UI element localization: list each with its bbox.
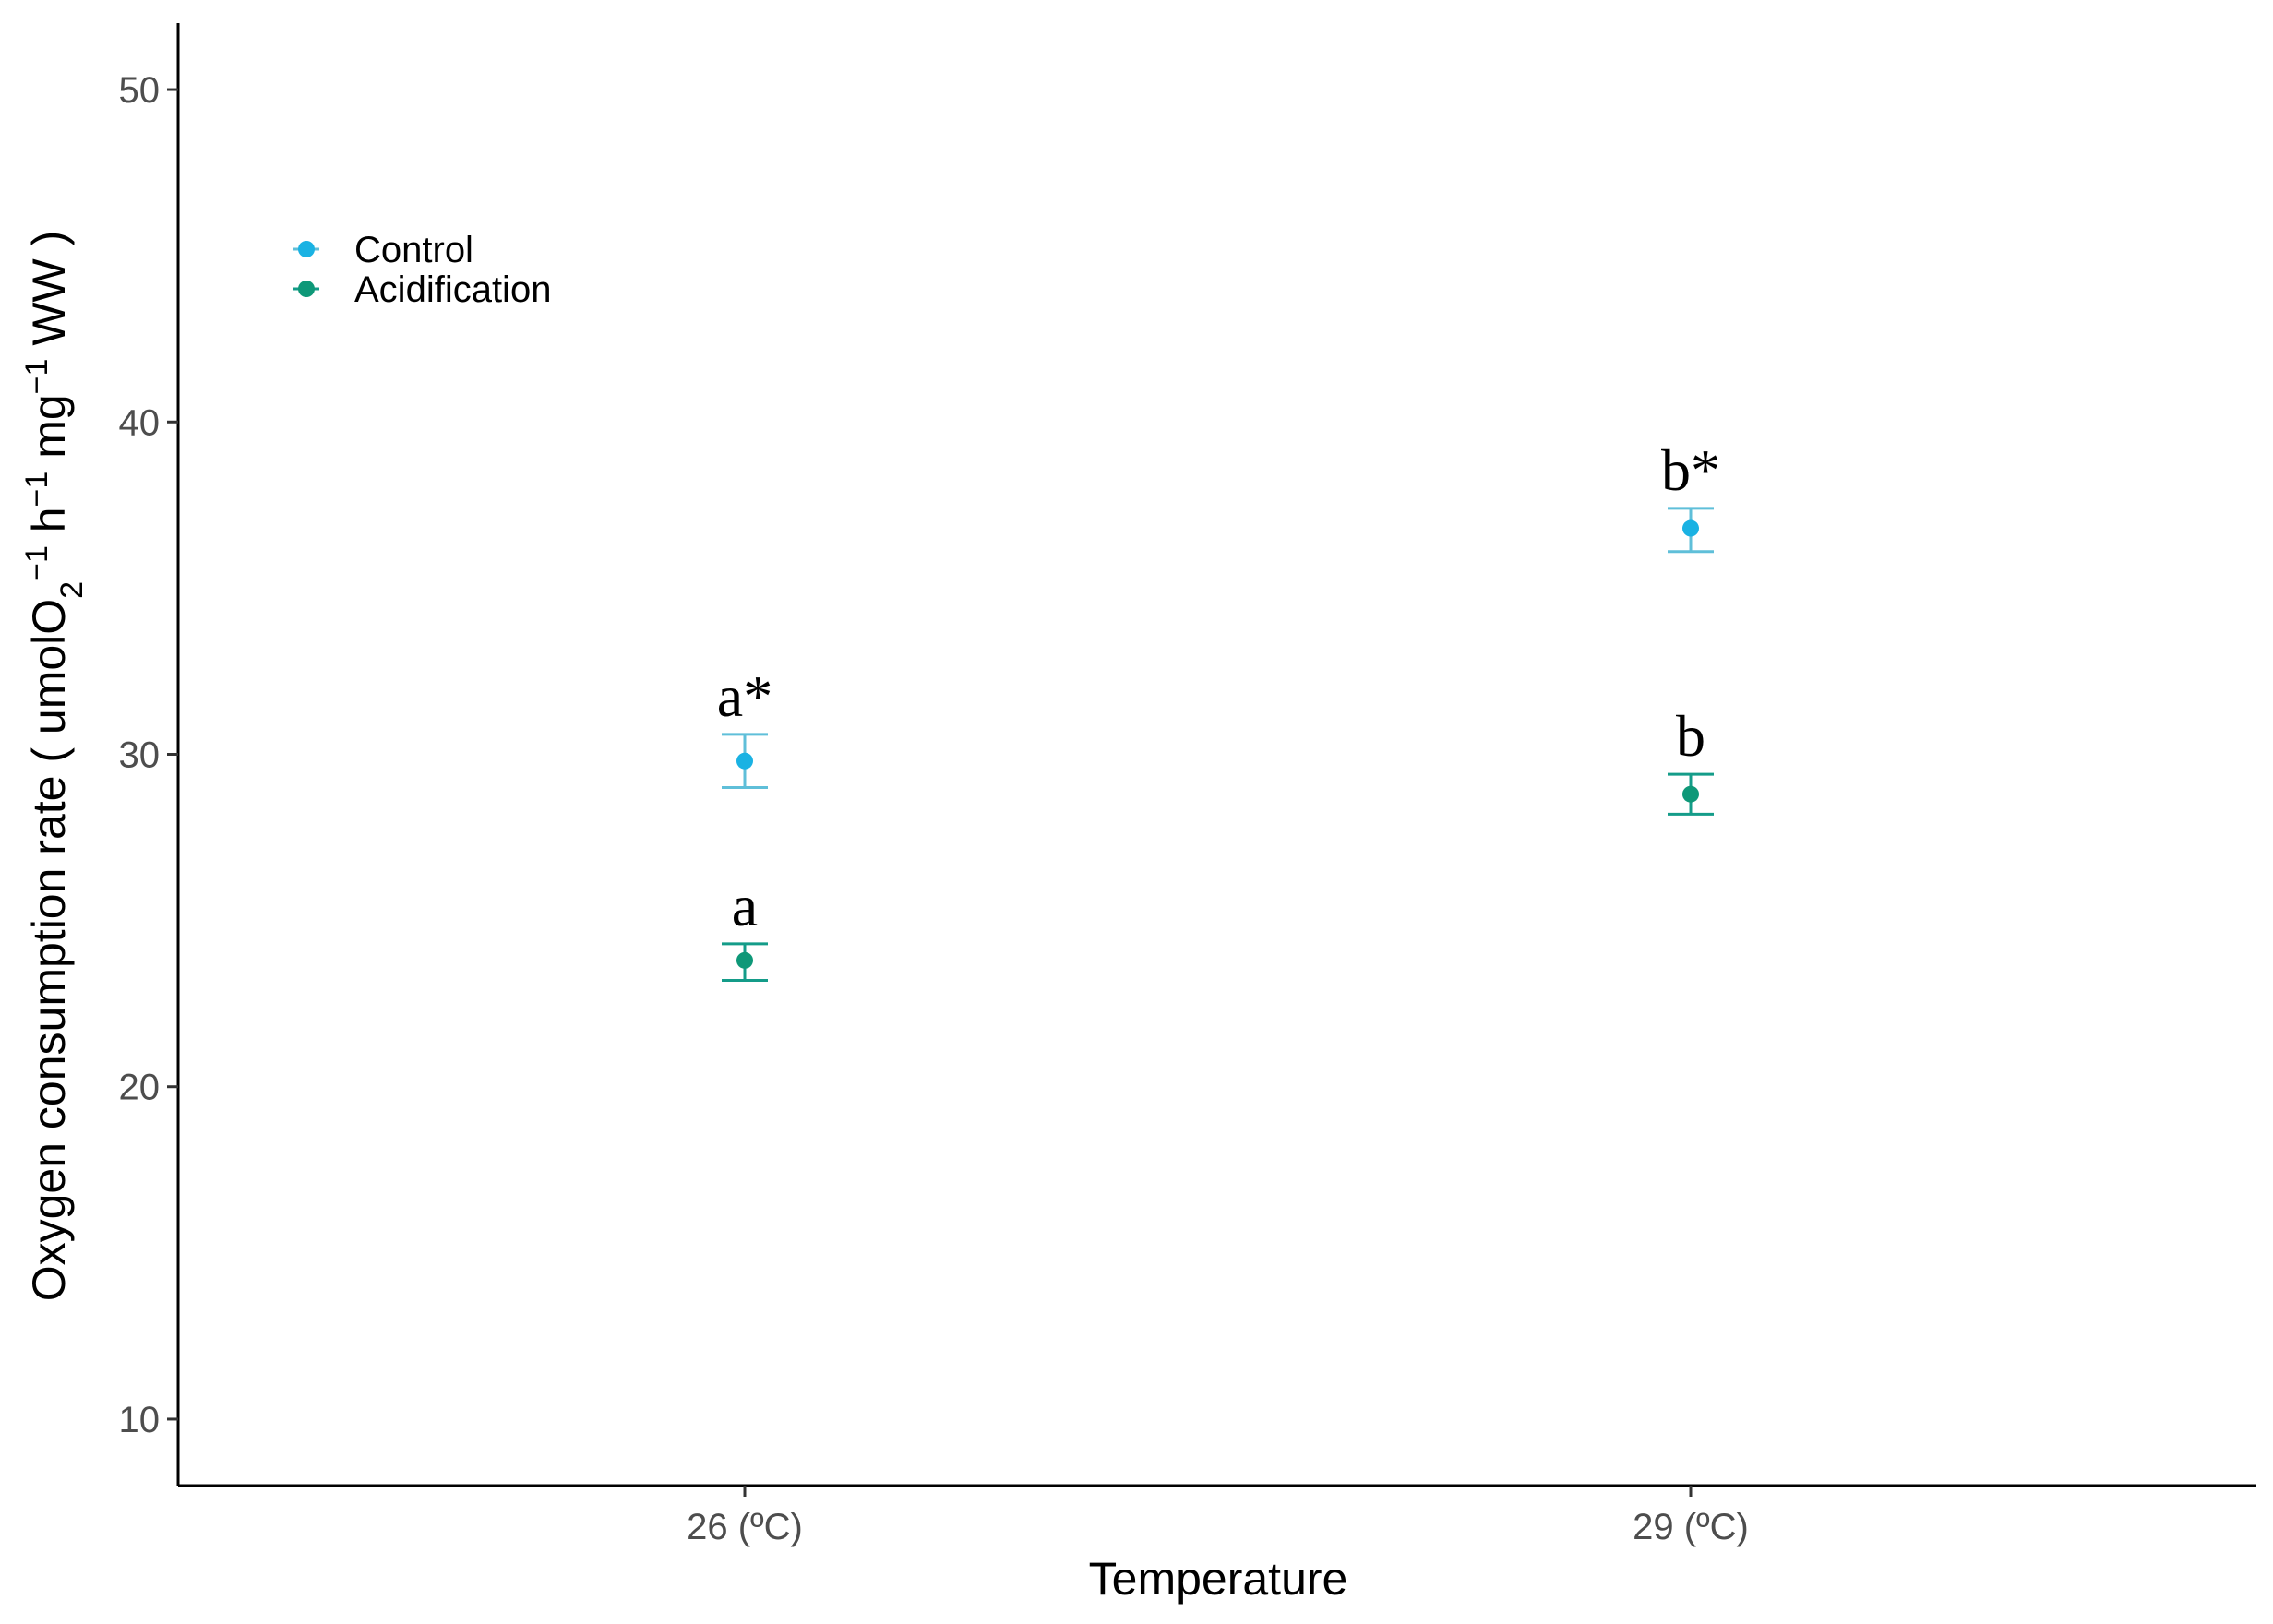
- y-axis-title-part: Oxygen consumption rate ( umolO: [23, 599, 75, 1301]
- x-axis-title: Temperature: [1089, 1553, 1348, 1605]
- x-ticks: 26 (ºC) 29 (ºC): [687, 1486, 1749, 1547]
- y-axis-title-superscript: −1: [19, 359, 54, 395]
- significance-label: a*: [717, 663, 772, 729]
- y-tick-label: 30: [119, 735, 161, 776]
- significance-label: b: [1676, 703, 1705, 769]
- y-tick-label: 20: [119, 1068, 161, 1108]
- series-control: a* b*: [717, 437, 1720, 790]
- y-axis-title-superscript: −1: [19, 545, 54, 581]
- legend-label: Acidification: [354, 269, 551, 310]
- y-tick-label: 40: [119, 402, 161, 443]
- data-point: [1682, 785, 1699, 803]
- y-axis-title-superscript: −1: [19, 472, 54, 508]
- series-acidification: ab: [722, 703, 1714, 982]
- x-tick-label: 29 (ºC): [1633, 1507, 1749, 1547]
- y-axis-title: Oxygen consumption rate ( umolO2−1 h−1 m…: [19, 231, 90, 1302]
- axes: [176, 23, 2256, 1487]
- y-ticks: 10 20 30 40 50: [119, 70, 178, 1440]
- legend-key-point: [298, 281, 315, 297]
- significance-label: a: [732, 873, 758, 938]
- x-tick-label: 26 (ºC): [687, 1507, 803, 1547]
- y-axis-title-part: mg: [23, 394, 75, 471]
- data-point: [736, 951, 753, 969]
- y-axis-title-part: WW ): [23, 231, 75, 359]
- data-point: [736, 752, 753, 770]
- y-tick-label: 50: [119, 70, 161, 111]
- y-axis-title-part: h: [23, 507, 75, 545]
- legend-label: Control: [354, 230, 473, 270]
- significance-label: b*: [1661, 437, 1720, 503]
- y-tick-label: 10: [119, 1400, 161, 1440]
- data-point: [1682, 519, 1699, 537]
- series-layer: a*b*ab: [717, 437, 1720, 982]
- y-axis-title-subscript: 2: [54, 581, 90, 599]
- legend-key-point: [298, 241, 315, 257]
